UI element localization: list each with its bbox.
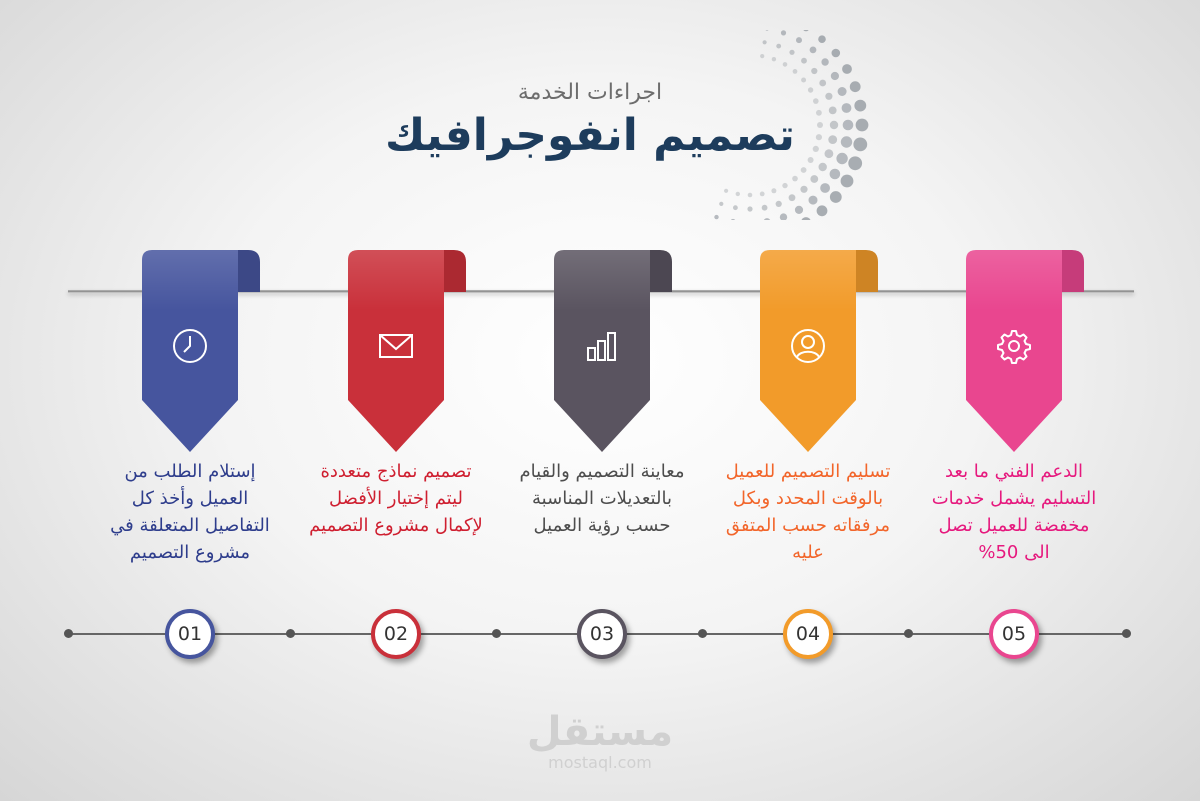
user-icon bbox=[791, 329, 825, 363]
step-number-badge: 03 bbox=[577, 609, 627, 659]
timeline-dot bbox=[698, 629, 707, 638]
step-description: الدعم الفني ما بعد التسليم يشمل خدمات مخ… bbox=[931, 461, 1097, 563]
decorative-dots bbox=[714, 30, 869, 220]
step-number-badge: 02 bbox=[371, 609, 421, 659]
timeline-dot bbox=[904, 629, 913, 638]
timeline-dot bbox=[286, 629, 295, 638]
step-description: تصميم نماذج متعددة ليتم إختيار الأفضل لإ… bbox=[309, 461, 483, 536]
gear-icon bbox=[997, 330, 1031, 364]
timeline-dot bbox=[1122, 629, 1131, 638]
ribbon-step-5 bbox=[966, 250, 1086, 455]
page-title: تصميم انفوجرافيك bbox=[385, 110, 795, 161]
watermark-logo: مستقل mostaql.com bbox=[520, 710, 680, 772]
step-description: إستلام الطلب من العميل وأخذ كل التفاصيل … bbox=[110, 461, 270, 563]
ribbon-step-4 bbox=[760, 250, 880, 455]
ribbon-step-2 bbox=[348, 250, 468, 455]
ribbon-step-3 bbox=[554, 250, 674, 455]
step-description: تسليم التصميم للعميل بالوقت المحدد وبكل … bbox=[725, 461, 891, 563]
step-description: معاينة التصميم والقيام بالتعديلات المناس… bbox=[519, 461, 685, 536]
step-number-badge: 05 bbox=[989, 609, 1039, 659]
clock-icon bbox=[173, 329, 207, 363]
bar-chart-icon bbox=[587, 332, 616, 361]
ribbon-step-1 bbox=[142, 250, 262, 455]
watermark-latin: mostaql.com bbox=[548, 753, 652, 772]
envelope-icon bbox=[379, 334, 413, 358]
watermark-arabic: مستقل bbox=[526, 709, 674, 755]
step-number-badge: 04 bbox=[783, 609, 833, 659]
subtitle: اجراءات الخدمة bbox=[517, 80, 663, 105]
timeline-dot bbox=[492, 629, 501, 638]
step-number-badge: 01 bbox=[165, 609, 215, 659]
timeline-dot bbox=[64, 629, 73, 638]
